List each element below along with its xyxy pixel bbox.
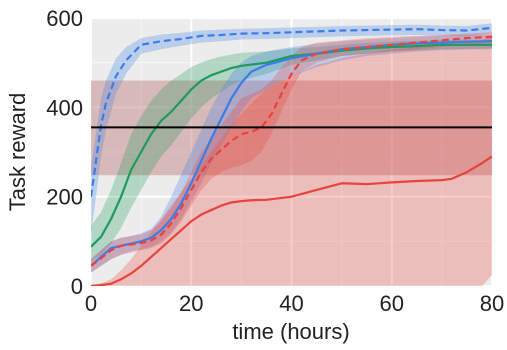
x-tick-label: 80 (480, 291, 504, 316)
series-1-band (91, 23, 492, 233)
series-3-line (91, 40, 492, 267)
series-lines (91, 26, 492, 286)
series-5-band (91, 35, 492, 286)
series-1-line (91, 26, 492, 197)
series-2-line (91, 43, 492, 248)
confidence-bands (91, 23, 492, 286)
series-2-band (91, 39, 492, 262)
y-axis-label: Task reward (5, 93, 30, 212)
series-5-line (91, 155, 492, 286)
y-tick-label: 0 (71, 274, 83, 299)
y-tick-label: 600 (46, 6, 83, 31)
series-4-band (91, 32, 492, 273)
series-3-band (91, 34, 492, 273)
x-tick-label: 60 (380, 291, 404, 316)
x-tick-labels: 0 20 40 60 80 (85, 291, 504, 316)
x-tick-label: 20 (179, 291, 203, 316)
x-tick-label: 0 (85, 291, 97, 316)
x-axis-label: time (hours) (232, 319, 349, 344)
y-tick-labels: 0 200 400 600 (46, 6, 83, 299)
y-tick-label: 400 (46, 95, 83, 120)
series-4-line (91, 35, 492, 267)
x-tick-label: 40 (279, 291, 303, 316)
y-tick-label: 200 (46, 185, 83, 210)
